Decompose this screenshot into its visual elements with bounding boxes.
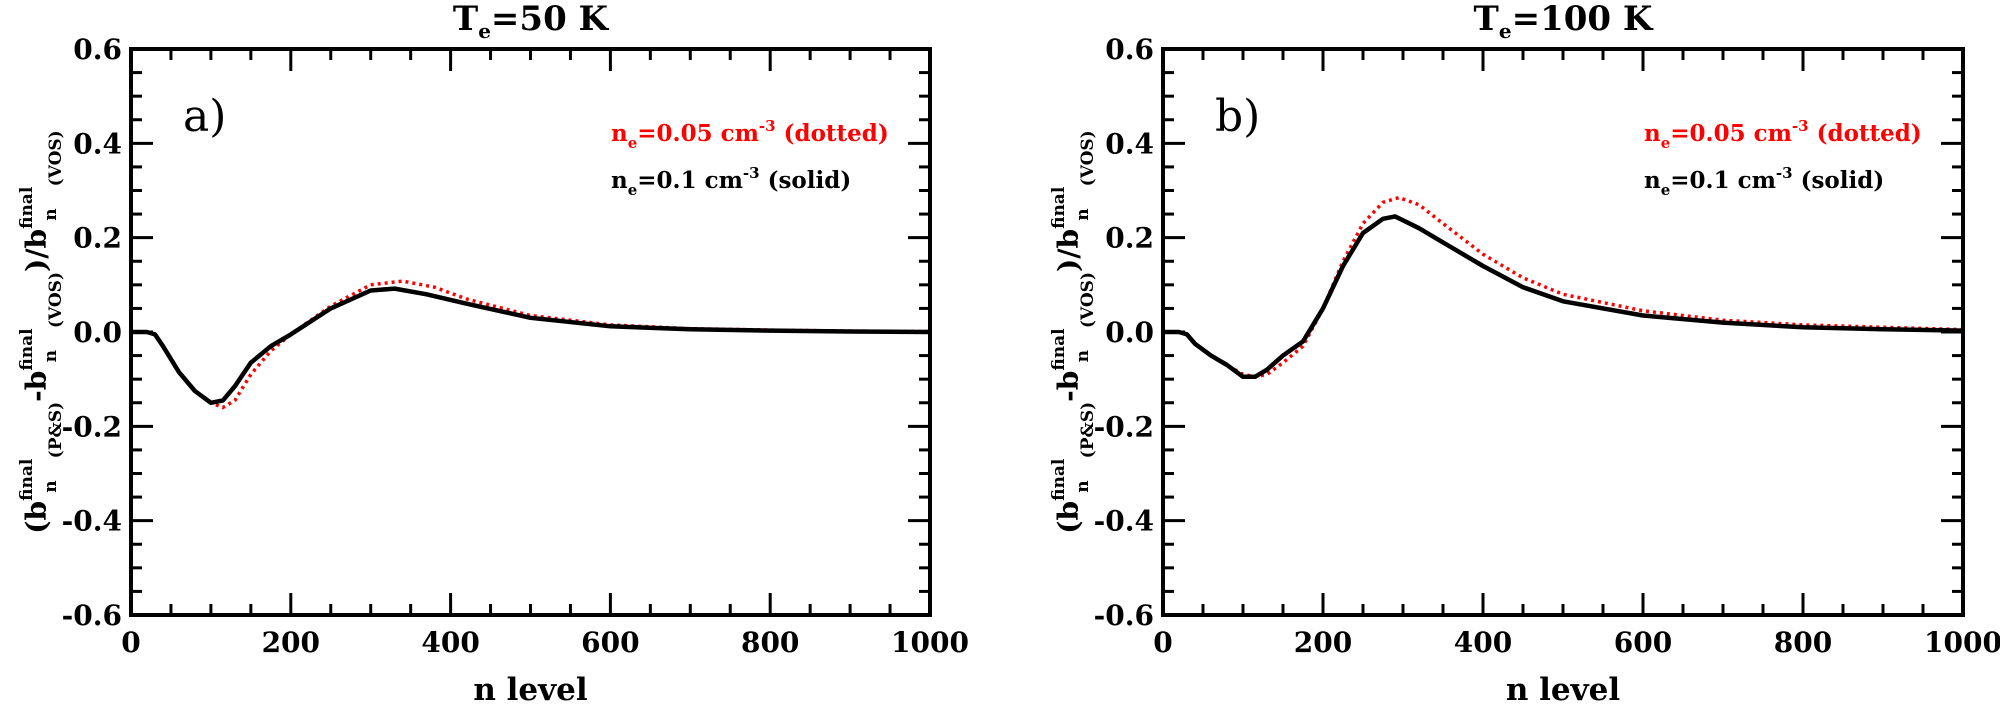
ylabel-sub: (VOS)	[46, 130, 66, 186]
ylabel-sub: n	[1073, 350, 1093, 362]
ylabel-sub: n	[1073, 480, 1093, 492]
y-tick-label: 0.2	[73, 222, 122, 255]
legend-subscript: e	[628, 181, 638, 199]
chart-title: Te=50 K	[453, 0, 610, 43]
x-tick-label: 400	[1454, 626, 1512, 659]
chart-title: Te=100 K	[1474, 0, 1654, 43]
ylabel-sub: (VOS)	[1078, 272, 1098, 328]
legend-subscript: e	[1661, 134, 1671, 152]
legend-subscript: e	[628, 134, 638, 152]
y-axis-label: (bfinal n(P&S)-bfinal n(VOS))/bfinal n(VOS)	[1049, 130, 1098, 533]
y-tick-label: -0.4	[1094, 505, 1154, 538]
chart-panel-a: 0 200 400 600 800 1000 -0.6 -0.4 -0.2 0.0 0.2 0.4 0.…	[17, 0, 969, 705]
ylabel-sup: final	[17, 328, 37, 371]
x-axis-label: n level	[1506, 672, 1620, 705]
y-axis-label: (bfinal n(P&S)-bfinal n(VOS))/bfinal n(VOS)	[17, 130, 66, 533]
y-tick-label: -0.2	[62, 410, 122, 443]
ylabel-sub: n	[1073, 208, 1093, 220]
legend-text: =0.1 cm	[637, 167, 743, 194]
ylabel-part: )/b	[1052, 229, 1085, 272]
x-tick-label: 1000	[891, 626, 969, 659]
legend-superscript: -3	[1776, 164, 1793, 182]
x-tick-label: 200	[262, 626, 320, 659]
legend-superscript: -3	[1792, 117, 1809, 135]
series-line-dotted	[1163, 195, 1964, 379]
ylabel-sup: final	[1049, 328, 1069, 371]
panel-label: b)	[1215, 91, 1260, 142]
ylabel-sub: (P&S)	[1078, 402, 1098, 459]
legend-text: =0.1 cm	[1670, 167, 1776, 194]
y-tick-label: 0.2	[1105, 222, 1154, 255]
y-tick-label: -0.6	[1094, 599, 1154, 632]
y-tick-label: -0.2	[1094, 410, 1154, 443]
title-main: T	[1474, 0, 1499, 39]
y-tick-label: 0.6	[73, 33, 122, 66]
legend-text: (solid)	[760, 167, 852, 194]
x-tick-label: 1000	[1924, 626, 2000, 659]
legend-entry: ne=0.05 cm-3 (dotted)	[1644, 117, 1922, 152]
legend-text: =0.05 cm	[1670, 120, 1792, 147]
legend-text: n	[1644, 167, 1661, 194]
ylabel-sub: n	[41, 208, 61, 220]
title-subscript: e	[1499, 19, 1512, 43]
ylabel-part: -b	[1052, 371, 1085, 402]
x-tick-label: 0	[1153, 626, 1172, 659]
y-tick-label: -0.6	[62, 599, 122, 632]
title-rest: =100 K	[1512, 0, 1654, 39]
x-axis-label: n level	[473, 672, 587, 705]
legend-superscript: -3	[759, 117, 776, 135]
series-line-dotted	[131, 279, 931, 410]
x-tick-label: 800	[1774, 626, 1832, 659]
y-tick-label: 0.0	[73, 316, 122, 349]
legend-entry: ne=0.1 cm-3 (solid)	[611, 164, 851, 199]
legend-text: =0.05 cm	[637, 120, 759, 147]
ylabel-sub: (P&S)	[46, 402, 66, 459]
y-tick-label: 0.6	[1105, 33, 1154, 66]
legend-subscript: e	[1661, 181, 1671, 199]
legend-text: (dotted)	[776, 120, 889, 147]
legend-text: (dotted)	[1809, 120, 1922, 147]
x-tick-label: 600	[581, 626, 639, 659]
x-tick-label: 600	[1614, 626, 1672, 659]
x-tick-label: 400	[421, 626, 479, 659]
legend-superscript: -3	[743, 164, 760, 182]
series-line-solid	[1163, 214, 1964, 380]
y-tick-label: 0.4	[1105, 127, 1154, 160]
title-subscript: e	[478, 19, 491, 43]
title-rest: =50 K	[491, 0, 610, 39]
y-tick-label: 0.0	[1105, 316, 1154, 349]
x-tick-label: 0	[121, 626, 140, 659]
ylabel-part: (b	[20, 501, 53, 534]
panel-label: a)	[183, 91, 226, 142]
ylabel-sub: (VOS)	[1078, 130, 1098, 186]
ylabel-sub: n	[41, 480, 61, 492]
legend-entry: ne=0.1 cm-3 (solid)	[1644, 164, 1884, 199]
title-main: T	[453, 0, 478, 39]
ylabel-part: (b	[1052, 501, 1085, 534]
legend-text: n	[1644, 120, 1661, 147]
chart-panel-b: 0 200 400 600 800 1000 -0.6 -0.4 -0.2 0.0 0.2 0.4 0.…	[1049, 0, 2000, 705]
legend-text: (solid)	[1793, 167, 1885, 194]
legend-text: n	[611, 167, 628, 194]
ylabel-sup: final	[17, 186, 37, 229]
ylabel-sup: final	[1049, 458, 1069, 501]
x-tick-label: 200	[1294, 626, 1352, 659]
ylabel-part: -b	[20, 371, 53, 402]
y-tick-label: -0.4	[62, 505, 122, 538]
ylabel-sup: final	[17, 458, 37, 501]
ylabel-sub: n	[41, 350, 61, 362]
y-tick-label: 0.4	[73, 127, 122, 160]
ylabel-sub: (VOS)	[46, 272, 66, 328]
series-line-solid	[131, 286, 931, 406]
legend-text: n	[611, 120, 628, 147]
ylabel-part: )/b	[20, 229, 53, 272]
ylabel-sup: final	[1049, 186, 1069, 229]
legend-entry: ne=0.05 cm-3 (dotted)	[611, 117, 889, 152]
x-tick-label: 800	[741, 626, 799, 659]
